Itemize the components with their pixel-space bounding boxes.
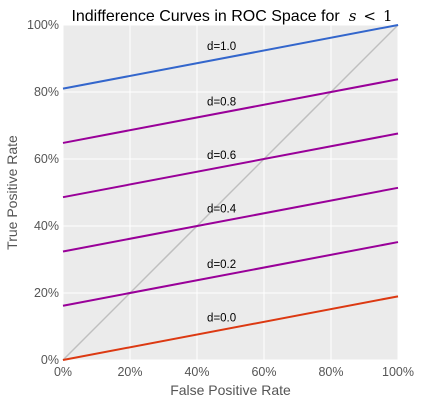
- x-tick-label: 60%: [251, 365, 276, 379]
- series-line-d=0.6: [62, 132, 399, 199]
- x-tick-label: 20%: [117, 365, 142, 379]
- x-tick-label: 80%: [318, 365, 343, 379]
- y-tick-label: 60%: [34, 152, 59, 166]
- x-tick-label: 40%: [184, 365, 209, 379]
- y-tick-label: 0%: [41, 353, 59, 367]
- y-tick-label: 20%: [34, 286, 59, 300]
- series-lines: [62, 24, 399, 361]
- x-tick-label: 100%: [382, 365, 414, 379]
- x-axis-label: False Positive Rate: [170, 382, 291, 398]
- chart-title: Indifference Curves in ROC Space for s <…: [71, 7, 392, 25]
- x-tick-labels: 0% 20% 40% 60% 80% 100%: [54, 365, 414, 379]
- y-tick-labels: 0% 20% 40% 60% 80% 100%: [27, 18, 59, 367]
- x-tick-label: 0%: [54, 365, 72, 379]
- chance-diagonal-line: [62, 24, 399, 361]
- y-tick-label: 100%: [27, 18, 59, 32]
- svg-text:Indifference Curves in ROC Spa: Indifference Curves in ROC Space for s <…: [71, 7, 392, 25]
- series-line-d=0.8: [62, 78, 399, 144]
- curve-label: d=0.8: [207, 96, 236, 108]
- curve-label: d=0.0: [207, 312, 236, 324]
- chart-title-math-rel: <: [363, 7, 376, 25]
- curve-label: d=1.0: [207, 41, 236, 53]
- y-axis-label: True Positive Rate: [4, 135, 20, 250]
- curve-label: d=0.4: [207, 204, 237, 216]
- chart-title-math-num: 1: [383, 7, 393, 25]
- y-tick-label: 40%: [34, 219, 59, 233]
- chart-title-math-var: s: [349, 7, 357, 25]
- series-line-d=0.2: [62, 241, 399, 307]
- chart-title-text: Indifference Curves in ROC Space for: [71, 8, 340, 25]
- grid-lines: [62, 24, 399, 361]
- curve-label: d=0.2: [207, 259, 236, 271]
- curve-label: d=0.6: [207, 150, 236, 162]
- y-tick-label: 80%: [34, 85, 59, 99]
- curve-labels: d=1.0 d=0.8 d=0.6 d=0.4 d=0.2 d=0.0: [207, 41, 237, 324]
- series-line-d=0.0: [62, 295, 399, 361]
- series-line-d=0.4: [62, 186, 399, 253]
- series-line-d=1.0: [62, 24, 399, 90]
